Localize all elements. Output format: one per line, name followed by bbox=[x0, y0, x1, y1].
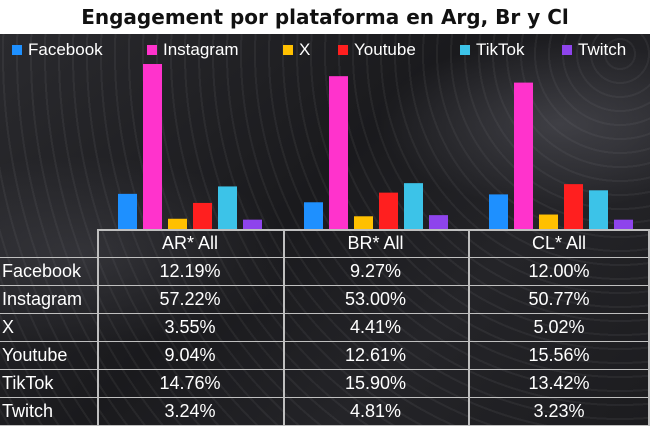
legend-label: Youtube bbox=[354, 40, 416, 59]
table-row: TikTok 14.76% 15.90% 13.42% bbox=[0, 369, 650, 397]
table-gridline bbox=[0, 369, 650, 370]
bar-youtube-1 bbox=[193, 202, 212, 229]
table-row: Facebook 12.19% 9.27% 12.00% bbox=[0, 257, 650, 285]
column-header: BR* All bbox=[347, 233, 404, 253]
legend-label: Instagram bbox=[163, 40, 239, 59]
legend-swatch bbox=[338, 45, 348, 55]
legend-swatch bbox=[147, 45, 157, 55]
chart-panel: Facebook Instagram X Youtube TikTok Twitch AR… bbox=[0, 34, 650, 426]
table-cell: 4.41% bbox=[349, 317, 402, 337]
legend-item-youtube: Youtube bbox=[338, 38, 416, 62]
table-gridline bbox=[97, 229, 650, 231]
legend-label: Facebook bbox=[28, 40, 103, 59]
table-cell: 12.19% bbox=[159, 261, 221, 281]
table-cell: 3.24% bbox=[164, 401, 216, 421]
bar-tiktok-2 bbox=[404, 183, 423, 229]
table-cell: 9.04% bbox=[164, 345, 216, 365]
column-header: CL* All bbox=[531, 233, 587, 253]
legend-label: X bbox=[299, 40, 311, 59]
table-cell: 50.77% bbox=[528, 289, 590, 309]
legend-item-twitch: Twitch bbox=[562, 38, 626, 62]
table-cell: 12.61% bbox=[344, 345, 407, 365]
table-gridline bbox=[468, 229, 470, 425]
bar-instagram-3 bbox=[514, 82, 533, 229]
legend-item-tiktok: TikTok bbox=[460, 38, 525, 62]
legend-item-facebook: Facebook bbox=[12, 38, 103, 62]
table-row: Instagram 57.22% 53.00% 50.77% bbox=[0, 285, 650, 313]
bar-twitch-1 bbox=[243, 219, 262, 229]
table-cell: 5.02% bbox=[533, 317, 585, 337]
table-cell: 4.81% bbox=[349, 401, 402, 421]
table-gridline bbox=[0, 285, 650, 286]
table-gridline bbox=[0, 313, 650, 314]
table-row: X 3.55% 4.41% 5.02% bbox=[0, 313, 650, 341]
table-gridline bbox=[0, 341, 650, 342]
row-label: Facebook bbox=[2, 261, 82, 281]
column-header: AR* All bbox=[161, 233, 219, 253]
legend-swatch bbox=[562, 45, 572, 55]
bar-instagram-2 bbox=[329, 76, 348, 229]
table-gridline bbox=[648, 229, 650, 425]
bar-x-1 bbox=[168, 218, 187, 229]
table-cell: 15.90% bbox=[344, 373, 407, 393]
legend-item-instagram: Instagram bbox=[147, 38, 239, 62]
bar-youtube-2 bbox=[379, 192, 398, 229]
bar-facebook-3 bbox=[489, 194, 508, 229]
bar-x-2 bbox=[354, 216, 373, 229]
legend: Facebook Instagram X Youtube TikTok Twitch bbox=[0, 38, 650, 62]
table-row: Youtube 9.04% 12.61% 15.56% bbox=[0, 341, 650, 369]
legend-swatch bbox=[460, 45, 470, 55]
table-cell: 13.42% bbox=[528, 373, 590, 393]
legend-item-x: X bbox=[283, 38, 310, 62]
row-label: TikTok bbox=[2, 373, 54, 393]
bar-x-3 bbox=[539, 214, 558, 229]
table-header-row: AR* All BR* All CL* All bbox=[0, 229, 650, 257]
table-gridline bbox=[0, 257, 650, 258]
bar-twitch-2 bbox=[429, 215, 448, 229]
table-cell: 9.27% bbox=[349, 261, 402, 281]
table-cell: 15.56% bbox=[528, 345, 590, 365]
row-label: Instagram bbox=[2, 289, 83, 309]
table-cell: 57.22% bbox=[159, 289, 221, 309]
legend-label: Twitch bbox=[578, 40, 627, 59]
table-gridline bbox=[283, 229, 285, 425]
bar-instagram-1 bbox=[143, 64, 162, 229]
legend-swatch bbox=[12, 45, 22, 55]
row-label: X bbox=[2, 317, 15, 337]
table-cell: 14.76% bbox=[159, 373, 221, 393]
table-cell: 3.55% bbox=[164, 317, 216, 337]
table-gridline bbox=[97, 229, 99, 425]
table-cell: 53.00% bbox=[344, 289, 407, 309]
bar-facebook-1 bbox=[118, 193, 137, 229]
table-row: Twitch 3.24% 4.81% 3.23% bbox=[0, 397, 650, 425]
table-cell: 12.00% bbox=[528, 261, 590, 281]
row-label: Twitch bbox=[2, 401, 54, 421]
table-gridline bbox=[0, 397, 650, 398]
bar-tiktok-3 bbox=[589, 190, 608, 229]
bar-chart bbox=[118, 64, 633, 229]
chart-title: Engagement por plataforma en Arg, Br y C… bbox=[81, 5, 569, 29]
row-label: Youtube bbox=[2, 345, 68, 365]
legend-swatch bbox=[283, 45, 293, 55]
legend-label: TikTok bbox=[476, 40, 525, 59]
bar-twitch-3 bbox=[614, 219, 633, 229]
table-cell: 3.23% bbox=[533, 401, 585, 421]
bar-youtube-3 bbox=[564, 184, 583, 229]
bar-facebook-2 bbox=[304, 202, 323, 229]
bar-tiktok-1 bbox=[218, 186, 237, 229]
